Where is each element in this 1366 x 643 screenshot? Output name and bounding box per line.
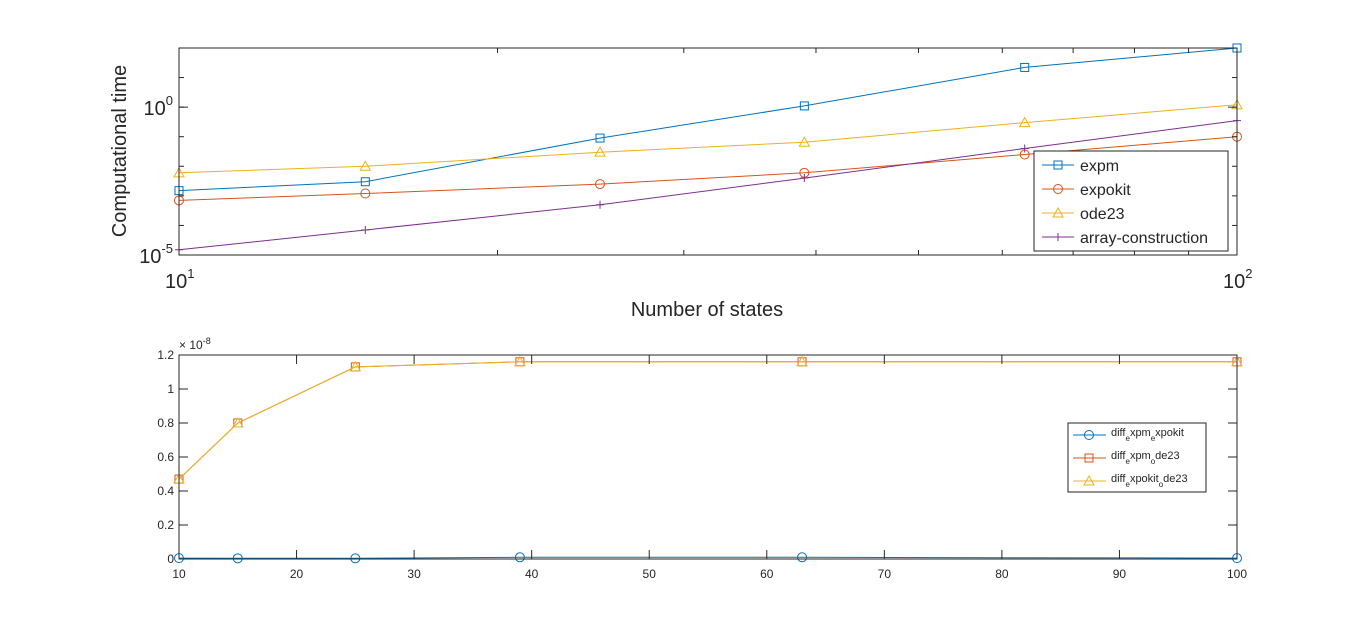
bottom-x-tick-label: 30 (407, 567, 421, 581)
bottom-legend-label-sub: e (1151, 434, 1156, 443)
bottom-x-tick-label: 70 (878, 567, 892, 581)
bottom-marker-0-1 (232, 553, 243, 564)
top-marker-ode23-4 (1018, 116, 1031, 128)
bottom-y-tick-label: 0.6 (157, 450, 174, 464)
top-marker-expm-2 (595, 133, 605, 143)
bottom-legend-label-part: xpm (1130, 450, 1151, 462)
bottom-marker-2-3 (514, 355, 526, 367)
top-series-line-ode23 (178, 104, 1238, 174)
bottom-y-tick-label: 0.8 (157, 416, 174, 430)
bottom-axes: 10 20 30 40 50 60 70 80 90 100 0 0.2 0.4 0.6 0.8 1 1.2 ×… (157, 336, 1247, 581)
top-legend-marker-ode23 (1052, 206, 1064, 218)
top-xlabel: Number of states (631, 299, 783, 321)
top-x-tick-label-base: 10 (1223, 271, 1245, 293)
bottom-legend-marker-0 (1084, 430, 1094, 440)
bottom-ticks: 10 20 30 40 50 60 70 80 90 100 0 0.2 0.4 0.6 0.8 1 1.2 (157, 348, 1247, 581)
bottom-y-exponent: × 10-8 (179, 336, 211, 352)
bottom-legend-label-sub: o (1159, 480, 1164, 489)
bottom-legend-label-part: xpokit (1155, 427, 1184, 439)
bottom-marker-2-1 (231, 416, 244, 428)
top-marker-array-construction-4 (1020, 144, 1029, 153)
top-marker-expokit-1 (360, 188, 371, 199)
bottom-legend-label-part: diff (1111, 427, 1126, 439)
bottom-legend-label-sub: e (1125, 480, 1130, 489)
bottom-y-tick-label: 1 (167, 382, 174, 396)
bottom-series-line-2 (178, 361, 1237, 480)
bottom-x-tick-label: 40 (525, 567, 539, 581)
bottom-marker-0-2 (350, 553, 361, 564)
top-marker-expm-1 (360, 177, 370, 187)
top-legend-marker-expm (1053, 160, 1063, 170)
top-y-tick-label: 10-5 (139, 241, 173, 268)
bottom-y-tick-label: 0 (167, 552, 174, 566)
top-marker-array-construction-2 (596, 200, 605, 209)
bottom-legend-label-part: diff (1111, 450, 1126, 462)
top-marker-expokit-2 (595, 179, 606, 190)
top-legend-label-ode23: ode23 (1080, 206, 1125, 223)
bottom-legend-marker-1 (1084, 453, 1094, 463)
bottom-x-tick-label: 10 (172, 567, 186, 581)
bottom-x-tick-label: 20 (290, 567, 304, 581)
top-y-tick-label: 100 (144, 93, 173, 120)
top-y-tick-label-exp: 0 (166, 93, 173, 108)
bottom-y-exponent-base: × 10 (179, 338, 203, 352)
bottom-y-tick-label: 0.4 (157, 484, 174, 498)
bottom-legend: diffexpmexpokitdiffexpmode23diffexpokito… (1067, 422, 1207, 493)
bottom-legend-label-sub: e (1125, 457, 1130, 466)
bottom-legend-label-part: de23 (1163, 473, 1187, 485)
top-y-tick-label-exp: -5 (161, 241, 173, 256)
top-legend-box (1033, 150, 1229, 252)
bottom-legend-marker-2 (1083, 474, 1095, 486)
bottom-marker-0-3 (514, 552, 525, 563)
bottom-x-tick-label: 50 (643, 567, 657, 581)
bottom-legend-label-sub: o (1151, 457, 1156, 466)
top-marker-ode23-3 (798, 136, 811, 147)
bottom-y-tick-label: 0.2 (157, 518, 174, 532)
top-x-tick-label-exp: 2 (1245, 266, 1252, 281)
top-legend-label-expm: expm (1080, 158, 1119, 175)
top-legend-marker-array-construction (1054, 233, 1062, 241)
bottom-y-tick-label: 1.2 (157, 348, 174, 362)
bottom-legend-label-part: xpokit (1130, 473, 1159, 485)
top-marker-array-construction-1 (361, 226, 370, 235)
bottom-legend-label-part: xpm (1130, 427, 1151, 439)
bottom-marker-2-2 (349, 360, 362, 372)
top-y-tick-label-base: 10 (139, 246, 161, 268)
top-marker-array-construction-3 (800, 174, 809, 183)
top-series-line-array-construction (178, 120, 1238, 251)
top-x-tick-label: 102 (1223, 266, 1252, 293)
top-legend-label-array-construction: array-construction (1080, 230, 1208, 247)
bottom-legend-label-sub: e (1125, 434, 1130, 443)
top-x-tick-label: 101 (165, 266, 194, 293)
top-marker-expm-3 (799, 101, 809, 111)
top-legend-marker-expokit (1053, 184, 1063, 194)
bottom-legend-label-0: diffexpmexpokit (1111, 427, 1184, 443)
top-axes-frame (178, 47, 1238, 256)
top-x-tick-label-exp: 1 (187, 266, 194, 281)
bottom-x-tick-label: 100 (1227, 567, 1247, 581)
top-marker-ode23-2 (594, 146, 606, 157)
top-x-tick-label-base: 10 (165, 271, 187, 293)
top-series-line-expm (178, 47, 1238, 192)
bottom-marker-0-4 (797, 552, 808, 563)
bottom-x-tick-label: 60 (760, 567, 774, 581)
top-y-tick-label-base: 10 (144, 98, 166, 120)
bottom-series-line-0 (178, 556, 1238, 559)
bottom-legend-label-2: diffexpokitode23 (1111, 473, 1188, 489)
bottom-y-exponent-power: -8 (203, 336, 211, 346)
bottom-x-tick-label: 80 (995, 567, 1009, 581)
top-legend: expm expokit ode23 array-construction (1033, 150, 1229, 252)
top-marker-expm-4 (1020, 62, 1030, 72)
bottom-legend-label-part: de23 (1155, 450, 1179, 462)
bottom-x-tick-label: 90 (1113, 567, 1127, 581)
bottom-legend-label-1: diffexpmode23 (1111, 450, 1180, 466)
bottom-marker-2-4 (796, 355, 808, 367)
top-legend-label-expokit: expokit (1080, 182, 1131, 199)
top-marker-ode23-1 (359, 160, 372, 171)
bottom-legend-label-part: diff (1111, 473, 1126, 485)
top-ylabel: Computational time (109, 65, 131, 237)
